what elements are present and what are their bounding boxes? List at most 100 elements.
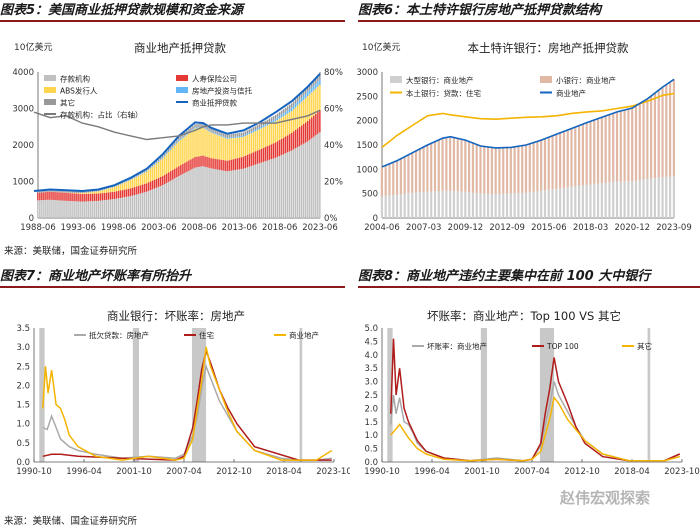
fig5-bar-2: [103, 192, 106, 201]
fig6-bar-large: [502, 193, 505, 218]
fig7-recession-band: [132, 328, 139, 462]
fig5-bar-4: [129, 179, 132, 181]
fig5-bar-4: [317, 81, 319, 87]
fig6-bar-large: [574, 186, 577, 218]
fig6-bar-large: [585, 184, 588, 218]
fig5-bar-5: [305, 88, 307, 94]
fig6-bar-large: [384, 195, 387, 218]
fig6-legend-label: 商业地产: [556, 88, 586, 98]
fig5-bar-5: [258, 124, 261, 128]
fig6-bar-large: [517, 193, 520, 218]
fig5-bar-1: [172, 179, 174, 218]
fig7-ytick: 3.0: [16, 343, 30, 353]
fig5-bar-5: [151, 163, 154, 166]
fig5-bar-4: [174, 144, 176, 146]
fig5-bar-5: [164, 152, 166, 156]
fig5-bar-2: [174, 168, 176, 179]
fig5-bar-2: [135, 186, 138, 195]
fig5-bar-4: [258, 127, 261, 130]
fig5-bar-3: [198, 128, 200, 157]
fig5-bar-2: [294, 129, 297, 149]
fig5-bar-5: [284, 107, 287, 112]
fig5-bar-5: [220, 132, 222, 136]
fig7-legend-label: 抵欠贷款：房地产: [89, 330, 149, 340]
fig5-bar-5: [232, 133, 234, 137]
fig5-bar-1: [73, 201, 75, 218]
fig5-bar-2: [317, 112, 319, 134]
fig5-bar-1: [39, 200, 41, 218]
fig5-bar-4: [170, 148, 172, 150]
fig5-bar-3: [317, 86, 319, 113]
fig5-xtick: 2003-06: [141, 223, 177, 233]
fig5-bar-2: [300, 125, 303, 145]
fig6-bar-large: [445, 190, 448, 218]
fig5-bar-5: [71, 191, 73, 193]
fig6-bar-small: [532, 142, 535, 192]
fig5-bar-3: [252, 132, 255, 153]
fig6-bar-large: [490, 194, 493, 218]
fig8-ytick: 5.0: [364, 324, 378, 334]
fig5-bar-1: [240, 169, 243, 218]
fig6-bar-small: [570, 128, 573, 187]
fig5-bar-2: [87, 193, 89, 202]
fig5-bar-5: [298, 94, 301, 100]
fig5-bar-1: [65, 200, 67, 218]
fig5-bar-4: [250, 131, 253, 134]
fig5-bar-1: [307, 141, 309, 218]
fig6-legend-label: 大型银行：商业地产: [406, 75, 474, 85]
fig6-ytick: 2000: [356, 117, 378, 127]
fig5-bar-1: [139, 193, 142, 218]
fig5-bar-3: [168, 152, 170, 173]
fig6-bar-large: [612, 181, 615, 218]
fig5-bar-5: [218, 131, 220, 135]
fig5-bar-2: [149, 181, 152, 191]
fig7-legend-label: 商业地产: [289, 330, 319, 340]
fig5-bar-4: [151, 165, 154, 167]
fig6-xtick: 2004-06: [364, 223, 400, 233]
fig5-bar-1: [133, 195, 136, 218]
fig5-bar-2: [192, 158, 194, 169]
fig5-bar-5: [282, 109, 285, 114]
fig6-bar-large: [646, 179, 649, 218]
fig5-bar-3: [236, 137, 239, 159]
fig6-bar-small: [517, 146, 520, 194]
fig5-bar-1: [319, 132, 321, 218]
fig8-legend-label: TOP 100: [546, 342, 579, 351]
fig5-bar-3: [256, 130, 259, 151]
fig5-bar-3: [214, 134, 216, 159]
fig5-bar-3: [176, 143, 178, 168]
fig5-bar-3: [278, 118, 281, 141]
fig5-bar-3: [131, 178, 134, 188]
fig5-bar-5: [198, 123, 200, 128]
fig5-bar-5: [234, 133, 236, 137]
fig6-bar-small: [426, 145, 429, 192]
fig5-bar-2: [305, 122, 307, 143]
fig6-bar-large: [513, 193, 516, 218]
fig5-bar-3: [103, 189, 106, 193]
fig5-bar-1: [222, 170, 224, 218]
fig5-bar-3: [240, 137, 243, 158]
fig5-bar-3: [139, 174, 142, 186]
fig5-bar-2: [57, 192, 59, 201]
fig5-legend-swatch: [176, 75, 188, 81]
fig5-bar-1: [317, 133, 319, 218]
fig5-bar-2: [262, 147, 265, 162]
fig6-bar-small: [540, 140, 543, 191]
fig5-bar-4: [313, 85, 315, 91]
fig5-bar-3: [200, 128, 202, 156]
fig5-bar-1: [258, 163, 261, 218]
fig5-bar-3: [153, 165, 156, 180]
fig5-bar-2: [309, 119, 311, 140]
fig5-bar-2: [220, 159, 222, 171]
fig8-ytick: 4.5: [364, 337, 378, 347]
fig5-bar-3: [226, 138, 228, 161]
fig5-bar-2: [105, 192, 108, 200]
fig6-bar-small: [479, 145, 482, 194]
fig5-bar-5: [91, 190, 93, 192]
fig5-bar-3: [89, 192, 91, 194]
fig5-bar-1: [51, 199, 53, 218]
fig5-bar-3: [83, 192, 85, 194]
fig6-bar-small: [445, 137, 448, 191]
fig5-bar-5: [188, 129, 190, 133]
fig6-ytick: 0: [373, 214, 378, 224]
